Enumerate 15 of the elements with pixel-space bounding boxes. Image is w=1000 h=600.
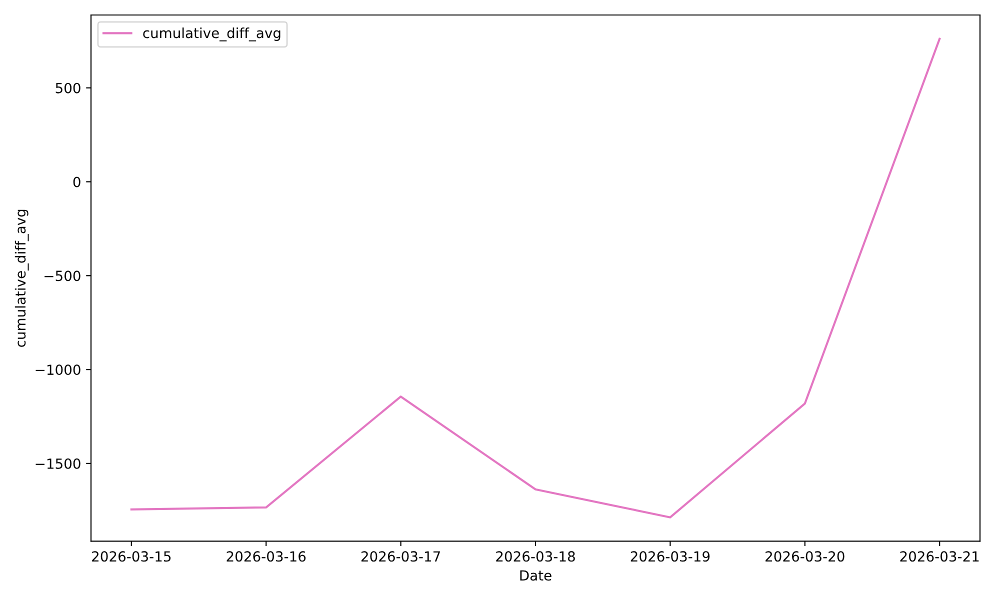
- legend-label: cumulative_diff_avg: [143, 28, 280, 42]
- x-tick-label: 2026-03-21: [900, 551, 979, 562]
- x-tick-label: 2026-03-19: [630, 551, 710, 562]
- x-tick-label: 2026-03-18: [496, 551, 575, 562]
- y-axis-title: cumulative_diff_avg: [14, 210, 29, 347]
- y-tick-label: −500: [44, 270, 80, 282]
- y-tick-label: −1500: [36, 458, 80, 469]
- y-tick-label: −1000: [36, 364, 80, 376]
- x-axis-title: Date: [520, 570, 552, 581]
- x-tick-label: 2026-03-16: [226, 551, 306, 562]
- y-tick-label: 500: [56, 82, 80, 94]
- x-tick-label: 2026-03-17: [361, 551, 440, 562]
- y-tick-label: 0: [73, 176, 80, 188]
- x-tick-label: 2026-03-20: [766, 551, 844, 562]
- x-tick-label: 2026-03-15: [92, 551, 171, 562]
